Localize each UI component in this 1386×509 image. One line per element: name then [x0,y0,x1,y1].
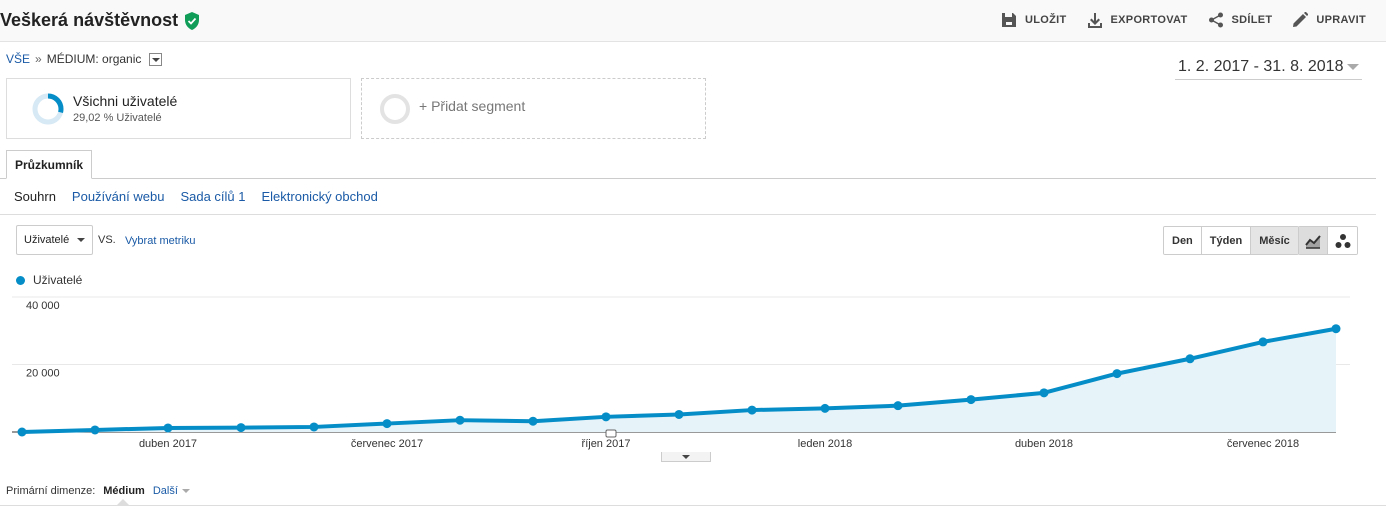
chevron-down-icon [1347,63,1359,70]
data-point[interactable] [1258,337,1268,347]
chart-legend: Uživatelé [16,273,82,287]
download-icon [1087,13,1102,28]
data-point[interactable] [17,427,27,437]
metric-select[interactable]: Uživatelé [16,225,93,255]
save-button[interactable]: ULOŽIT [1001,12,1067,28]
data-point[interactable] [528,416,538,426]
breadcrumb-separator: » [35,52,42,66]
breadcrumb-root[interactable]: VŠE [6,52,31,66]
dimension-more-dropdown[interactable]: Další [153,485,190,497]
page-title-text: Veškerá návštěvnost [0,10,179,30]
primary-dimension-bar: Primární dimenze: Médium Další [6,485,190,497]
segment-name: Všichni uživatelé [73,93,178,109]
share-button[interactable]: SDÍLET [1208,12,1273,28]
data-point[interactable] [236,423,246,433]
export-button[interactable]: EXPORTOVAT [1087,12,1188,28]
series-area [22,328,1336,432]
y-tick-label: 20 000 [26,368,60,380]
data-point[interactable] [1112,369,1122,379]
subtab-summary[interactable]: Souhrn [14,189,56,204]
report-header: Veškerá návštěvnost ULOŽIT EXPORTOVAT SD… [0,0,1386,42]
pencil-icon [1293,12,1309,27]
edit-label: UPRAVIT [1316,14,1366,26]
subtabs: Souhrn Používání webu Sada cílů 1 Elektr… [14,189,378,204]
header-actions: ULOŽIT EXPORTOVAT SDÍLET UPRAVIT [1001,12,1366,28]
data-point[interactable] [893,401,903,411]
export-label: EXPORTOVAT [1110,14,1188,26]
chevron-down-icon [77,238,86,242]
period-month-button[interactable]: Měsíc [1251,227,1298,254]
legend-label: Uživatelé [33,273,83,287]
footer-divider [0,505,1386,506]
filter-dropdown-icon[interactable] [149,52,163,66]
save-icon [1002,13,1017,27]
x-tick-label: duben 2017 [139,438,197,450]
data-point[interactable] [966,395,976,405]
date-range-picker[interactable]: 1. 2. 2017 - 31. 8. 2018 [1175,54,1362,80]
verified-shield-icon [185,11,200,30]
annotation-marker[interactable] [605,429,617,438]
active-dimension-indicator [116,499,130,506]
save-label: ULOŽIT [1025,14,1067,26]
dimension-medium[interactable]: Médium [103,485,145,497]
dimension-more-label: Další [152,485,178,497]
motion-chart-button[interactable] [1328,227,1357,254]
data-point[interactable] [309,422,319,432]
data-point[interactable] [90,425,100,435]
subtab-goal-set-1[interactable]: Sada cílů 1 [180,189,246,204]
subtab-ecommerce[interactable]: Elektronický obchod [261,189,378,204]
share-icon [1208,12,1223,28]
data-point[interactable] [1039,388,1049,398]
period-toggle: Den Týden Měsíc [1163,226,1299,255]
breadcrumb: VŠE » MÉDIUM: organic [6,52,163,66]
line-chart-icon [1305,234,1321,249]
chart-type-toggle [1298,226,1358,255]
primary-dimension-label: Primární dimenze: [6,485,96,497]
segment-share: 29,02 % Uživatelé [73,112,162,124]
data-point[interactable] [382,419,392,429]
data-point[interactable] [601,412,611,422]
edit-button[interactable]: UPRAVIT [1292,12,1366,28]
users-line-chart: 20 000 40 000 duben 2017 červenec 2017 říjen… [12,296,1350,450]
date-range-text: 1. 2. 2017 - 31. 8. 2018 [1178,57,1344,75]
chevron-down-icon [682,454,690,459]
period-day-button[interactable]: Den [1164,227,1202,254]
period-week-button[interactable]: Týden [1201,227,1252,254]
data-point[interactable] [1331,324,1341,334]
add-segment-label: + Přidat segment [419,98,526,114]
line-chart-button[interactable] [1299,227,1328,254]
x-tick-label: říjen 2017 [582,438,631,450]
x-tick-label: leden 2018 [798,438,852,450]
segment-all-users[interactable]: Všichni uživatelé 29,02 % Uživatelé [6,78,351,139]
x-tick-label: duben 2018 [1015,438,1073,450]
add-segment-button[interactable]: + Přidat segment [361,78,706,139]
data-point[interactable] [820,403,830,413]
page-title: Veškerá návštěvnost [0,10,200,31]
subtabs-divider [0,214,1376,215]
legend-dot [16,275,25,285]
x-tick-label: červenec 2018 [1227,438,1299,450]
bubble-chart-icon [1335,233,1350,248]
data-point[interactable] [1185,354,1195,364]
choose-metric-link[interactable]: Vybrat metriku [125,235,196,247]
tab-explorer[interactable]: Průzkumník [6,150,93,179]
empty-segment-icon [380,94,410,124]
data-point[interactable] [455,415,465,425]
tabs-divider [0,178,1376,179]
y-tick-label: 40 000 [26,300,60,312]
segment-donut-icon [32,93,64,125]
metric-select-value: Uživatelé [24,234,70,246]
chart-expand-handle[interactable] [661,452,711,462]
data-point[interactable] [674,409,684,419]
x-tick-label: červenec 2017 [351,438,423,450]
share-label: SDÍLET [1231,14,1273,26]
subtab-site-usage[interactable]: Používání webu [71,189,165,204]
vs-label: VS. [98,234,116,246]
chevron-down-icon [181,489,190,493]
data-point[interactable] [163,423,173,433]
breadcrumb-filter: MÉDIUM: organic [46,52,142,66]
data-point[interactable] [747,405,757,415]
